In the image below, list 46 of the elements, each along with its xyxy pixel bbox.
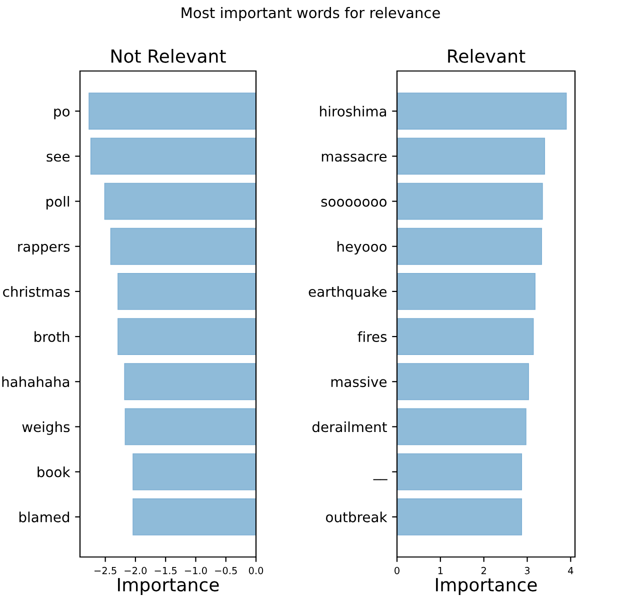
y-tick-label: poll xyxy=(46,196,69,210)
y-tick-label: hahahaha xyxy=(2,376,70,388)
x-axis-title: Importance xyxy=(436,578,537,595)
y-tick-label: massive xyxy=(331,376,387,388)
bar xyxy=(397,408,526,446)
bar xyxy=(397,228,542,265)
y-tick-label: fires xyxy=(358,331,387,342)
bar xyxy=(397,273,536,310)
y-tick-label: see xyxy=(46,154,70,162)
y-tick-label: outbreak xyxy=(326,512,388,522)
x-tick-label: −1.5 xyxy=(154,567,177,574)
y-tick-label: sooooooo xyxy=(321,198,387,207)
bar xyxy=(397,498,522,536)
y-tick-label: heyooo xyxy=(337,241,387,255)
y-tick-label: hiroshima xyxy=(320,106,386,117)
bar xyxy=(397,318,534,355)
x-tick-label: −2.5 xyxy=(94,566,116,574)
x-tick-label: 1 xyxy=(438,567,443,574)
bar xyxy=(397,138,546,175)
x-tick-label: 4 xyxy=(568,567,574,574)
y-tick-label: christmas xyxy=(3,286,70,297)
x-tick-label: 3 xyxy=(524,566,530,574)
y-tick-label: blamed xyxy=(19,512,70,522)
y-tick-label: earthquake xyxy=(308,286,387,300)
bar xyxy=(397,453,522,490)
y-tick-label: rappers xyxy=(18,244,70,255)
x-axis-title: Importance xyxy=(118,578,219,595)
y-tick-label: __ xyxy=(373,479,388,480)
x-tick-label: 0 xyxy=(394,566,400,574)
x-tick-label: −1.0 xyxy=(184,566,207,574)
x-tick-label: −0.5 xyxy=(215,566,237,574)
bar xyxy=(397,92,567,130)
y-tick-label: po xyxy=(54,108,70,120)
bar xyxy=(397,182,543,220)
y-tick-label: broth xyxy=(34,331,70,342)
chart-title: Relevant xyxy=(448,48,526,63)
text: Most important words for relevance xyxy=(182,6,440,22)
x-tick-label: −2.0 xyxy=(124,566,147,574)
y-tick-label: book xyxy=(38,466,70,478)
x-tick-label: 2 xyxy=(481,566,486,574)
chart-title: Not Relevant xyxy=(111,48,226,63)
y-tick-label: derailment xyxy=(312,421,387,432)
y-tick-label: weighs xyxy=(22,421,70,435)
y-tick-label: massacre xyxy=(322,154,387,162)
bar xyxy=(397,363,529,400)
x-tick-label: 0.0 xyxy=(248,566,264,574)
